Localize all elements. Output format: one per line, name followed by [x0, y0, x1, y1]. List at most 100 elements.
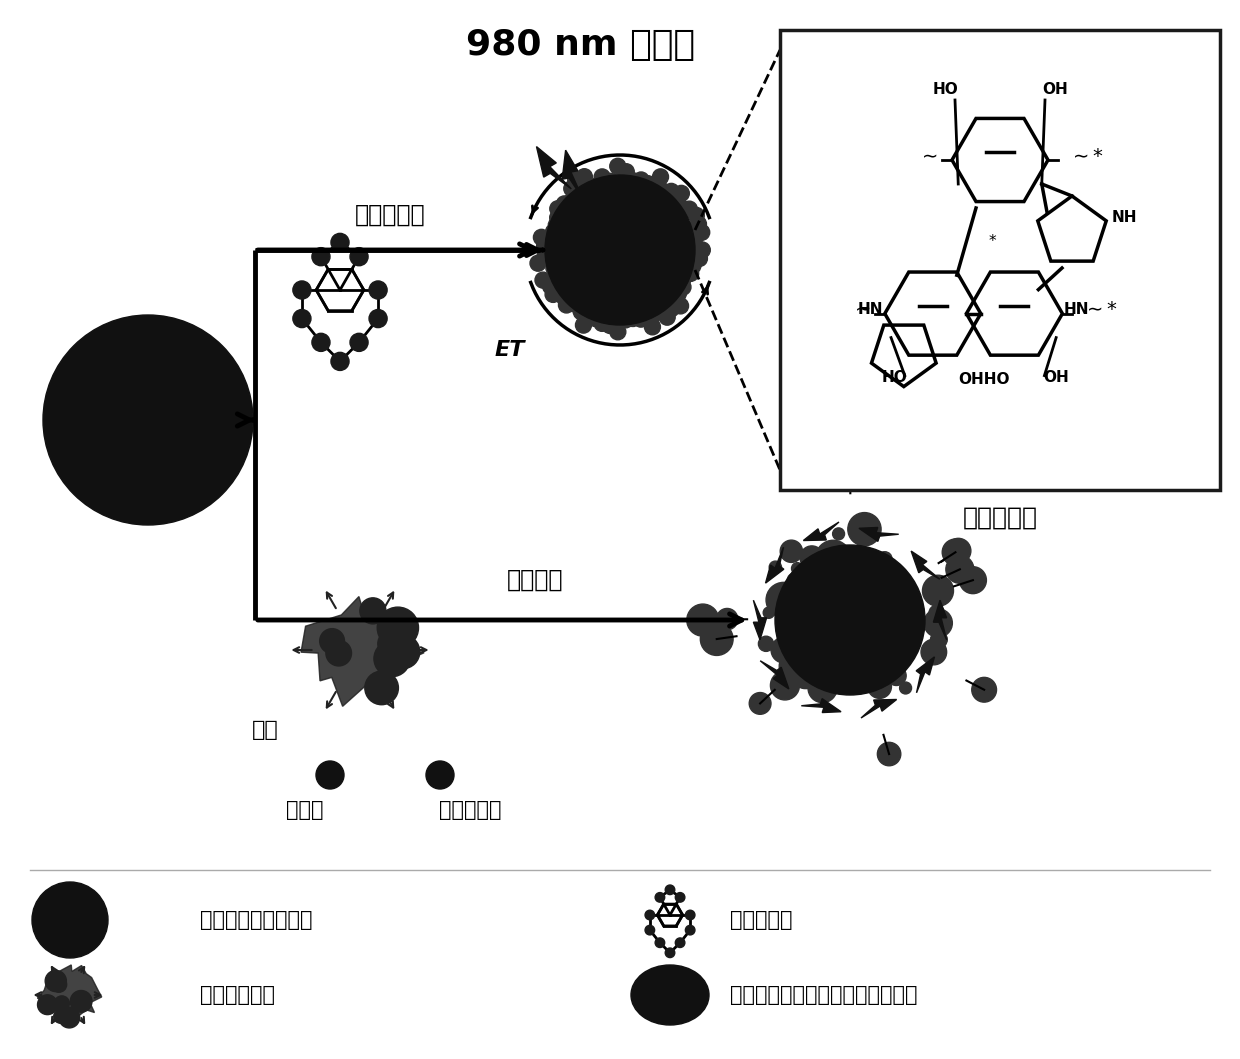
Polygon shape [861, 700, 897, 718]
Circle shape [331, 233, 348, 251]
Circle shape [930, 631, 947, 648]
Circle shape [686, 911, 694, 920]
Circle shape [312, 334, 330, 352]
Text: NH: NH [1111, 210, 1137, 225]
Circle shape [603, 174, 619, 190]
Circle shape [701, 623, 733, 656]
Circle shape [775, 545, 925, 695]
Circle shape [554, 203, 570, 219]
Text: $\mathsf{\sim}$*: $\mathsf{\sim}$* [1084, 299, 1118, 318]
Text: HO: HO [882, 370, 908, 384]
Circle shape [682, 284, 698, 300]
Circle shape [684, 243, 701, 258]
Circle shape [763, 607, 775, 618]
Polygon shape [859, 527, 899, 541]
Circle shape [350, 334, 368, 352]
Circle shape [770, 671, 800, 700]
Circle shape [848, 513, 882, 545]
Circle shape [759, 636, 774, 651]
Text: 聚合多巴胺包覆的上转换纳米材料: 聚合多巴胺包覆的上转换纳米材料 [730, 985, 918, 1005]
Text: 过氧化氢: 过氧化氢 [507, 568, 563, 592]
Circle shape [610, 319, 626, 335]
Circle shape [632, 176, 647, 192]
Circle shape [676, 893, 684, 902]
Circle shape [646, 303, 661, 319]
Circle shape [534, 246, 551, 263]
Polygon shape [562, 150, 583, 198]
Circle shape [603, 312, 619, 328]
Text: $\mathsf{\sim}$: $\mathsf{\sim}$ [851, 299, 870, 318]
Circle shape [766, 582, 801, 617]
Circle shape [671, 198, 687, 214]
Text: $\mathsf{\sim}$*: $\mathsf{\sim}$* [1069, 145, 1104, 164]
Text: OHHO: OHHO [957, 372, 1009, 387]
Circle shape [929, 606, 944, 621]
Circle shape [878, 742, 900, 766]
Circle shape [921, 640, 946, 665]
Polygon shape [301, 596, 424, 706]
Circle shape [594, 170, 610, 186]
Circle shape [556, 184, 572, 200]
Circle shape [546, 175, 694, 325]
Circle shape [665, 948, 675, 957]
Circle shape [645, 911, 655, 920]
Polygon shape [911, 551, 940, 579]
Circle shape [618, 312, 634, 328]
Circle shape [923, 575, 954, 606]
Text: 葡萄糖醋酸: 葡萄糖醋酸 [439, 800, 501, 820]
Circle shape [37, 994, 57, 1015]
Circle shape [320, 629, 345, 653]
Circle shape [560, 176, 575, 192]
Circle shape [878, 552, 892, 567]
Circle shape [536, 263, 552, 279]
Circle shape [641, 172, 657, 189]
Circle shape [374, 641, 410, 677]
Circle shape [794, 664, 817, 688]
Circle shape [692, 251, 708, 267]
Circle shape [946, 538, 971, 563]
Circle shape [655, 938, 665, 948]
Circle shape [326, 641, 351, 666]
Circle shape [681, 265, 696, 281]
Text: 多巴胺单体: 多巴胺单体 [730, 910, 792, 930]
Ellipse shape [631, 965, 709, 1025]
Circle shape [810, 450, 837, 477]
Text: OH: OH [1044, 370, 1069, 384]
Circle shape [832, 527, 844, 540]
Circle shape [619, 158, 635, 175]
Circle shape [671, 286, 687, 302]
Circle shape [686, 227, 701, 243]
Circle shape [549, 293, 565, 310]
Circle shape [537, 271, 553, 287]
Circle shape [377, 607, 419, 648]
Circle shape [791, 656, 823, 688]
Circle shape [626, 319, 642, 335]
Circle shape [684, 275, 701, 291]
Circle shape [808, 674, 837, 703]
Circle shape [579, 310, 595, 326]
Circle shape [662, 300, 678, 316]
Polygon shape [934, 600, 946, 640]
Circle shape [838, 461, 863, 486]
Circle shape [625, 172, 641, 187]
Circle shape [370, 281, 387, 299]
Circle shape [676, 938, 684, 948]
Circle shape [868, 675, 892, 699]
Circle shape [687, 243, 703, 258]
Text: $\mathsf{\sim}$: $\mathsf{\sim}$ [918, 145, 937, 164]
Circle shape [53, 1009, 67, 1023]
Circle shape [691, 259, 707, 275]
Circle shape [662, 185, 678, 201]
Circle shape [946, 555, 973, 584]
Circle shape [686, 926, 694, 935]
Circle shape [634, 311, 649, 327]
Circle shape [816, 540, 851, 575]
Circle shape [595, 310, 611, 326]
Circle shape [717, 609, 738, 630]
Circle shape [331, 353, 348, 371]
Circle shape [71, 990, 92, 1012]
Circle shape [687, 604, 719, 636]
Text: 上转换发光纳米材料: 上转换发光纳米材料 [200, 910, 312, 930]
Circle shape [787, 573, 801, 588]
Circle shape [551, 191, 567, 207]
